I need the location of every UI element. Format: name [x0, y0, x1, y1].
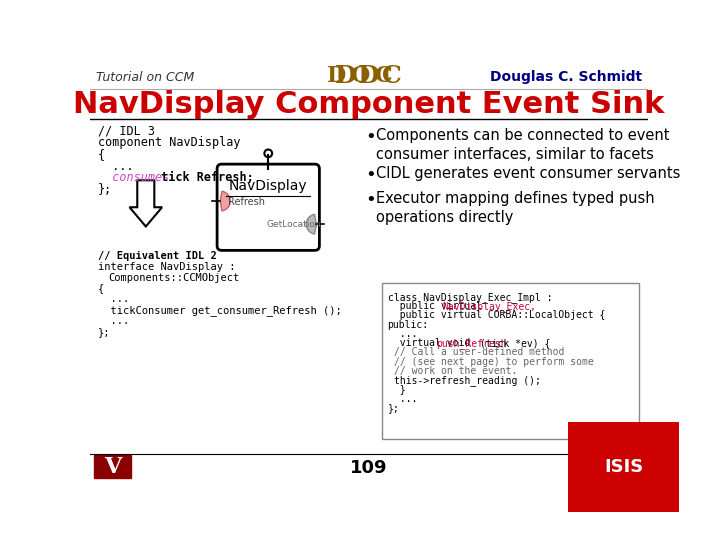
Circle shape	[264, 150, 272, 157]
Text: GetLocation: GetLocation	[266, 220, 321, 230]
Text: tick Refresh;: tick Refresh;	[153, 171, 253, 184]
Text: {: {	[98, 148, 105, 161]
FancyBboxPatch shape	[382, 284, 639, 439]
Text: ...: ...	[98, 294, 129, 304]
Text: {: {	[98, 284, 104, 293]
Text: D: D	[335, 64, 356, 89]
Text: ...: ...	[98, 159, 133, 172]
Text: Refresh: Refresh	[228, 197, 265, 207]
Text: NavDisplay Component Event Sink: NavDisplay Component Event Sink	[73, 90, 665, 119]
Wedge shape	[220, 191, 230, 211]
Text: (tick *ev) {: (tick *ev) {	[474, 338, 551, 348]
Text: ISIS: ISIS	[604, 458, 644, 476]
Text: •: •	[365, 166, 376, 185]
Text: // work on the event.: // work on the event.	[394, 366, 517, 376]
Text: Douglas C. Schmidt: Douglas C. Schmidt	[490, 70, 642, 84]
Text: D: D	[327, 65, 346, 87]
Text: this->refresh_reading ();: this->refresh_reading ();	[394, 375, 541, 386]
Text: Components can be connected to event
consumer interfaces, similar to facets: Components can be connected to event con…	[376, 128, 670, 161]
Text: tickConsumer get_consumer_Refresh ();: tickConsumer get_consumer_Refresh ();	[98, 305, 341, 316]
Text: interface NavDisplay :: interface NavDisplay :	[98, 262, 235, 272]
FancyBboxPatch shape	[217, 164, 320, 251]
Text: ...: ...	[387, 329, 417, 339]
Text: // Equivalent IDL 2: // Equivalent IDL 2	[98, 251, 217, 261]
Text: Tutorial on CCM: Tutorial on CCM	[96, 71, 194, 84]
Text: •: •	[365, 191, 376, 209]
Text: };: };	[387, 403, 400, 413]
Text: // IDL 3: // IDL 3	[98, 125, 155, 138]
Text: // (see next page) to perform some: // (see next page) to perform some	[394, 356, 593, 367]
Text: virtual void: virtual void	[387, 338, 476, 348]
Text: push_Refresh: push_Refresh	[436, 338, 506, 349]
Text: ...: ...	[387, 394, 417, 403]
Text: •: •	[365, 128, 376, 146]
Text: ...: ...	[98, 316, 129, 326]
Text: };: };	[98, 327, 110, 336]
Text: component NavDisplay: component NavDisplay	[98, 137, 240, 150]
FancyBboxPatch shape	[94, 455, 131, 478]
Text: // Call a user-defined method: // Call a user-defined method	[394, 347, 564, 357]
Text: C: C	[382, 64, 402, 89]
Text: consumes: consumes	[98, 171, 169, 184]
Text: Executor mapping defines typed push
operations directly: Executor mapping defines typed push oper…	[376, 191, 654, 225]
Text: V: V	[104, 456, 121, 478]
Text: }: }	[387, 384, 405, 394]
Text: public virtual: public virtual	[387, 301, 487, 311]
Text: };: };	[98, 183, 112, 195]
Text: CIDL generates event consumer servants: CIDL generates event consumer servants	[376, 166, 680, 181]
Text: public virtual CORBA::LocalObject {: public virtual CORBA::LocalObject {	[387, 310, 605, 320]
Text: class NavDisplay_Exec_Impl :: class NavDisplay_Exec_Impl :	[387, 292, 552, 303]
Polygon shape	[130, 180, 162, 226]
Text: O: O	[350, 65, 369, 87]
Text: Components::CCMObject: Components::CCMObject	[109, 273, 240, 283]
Wedge shape	[306, 214, 316, 234]
Text: C: C	[374, 65, 392, 87]
Text: 109: 109	[350, 458, 388, 476]
Text: public:: public:	[387, 320, 428, 329]
Text: ISIS: ISIS	[604, 458, 644, 476]
Text: D: D	[358, 64, 380, 89]
Text: NavDisplay_Exec,: NavDisplay_Exec,	[443, 301, 536, 312]
Text: NavDisplay: NavDisplay	[229, 179, 307, 193]
